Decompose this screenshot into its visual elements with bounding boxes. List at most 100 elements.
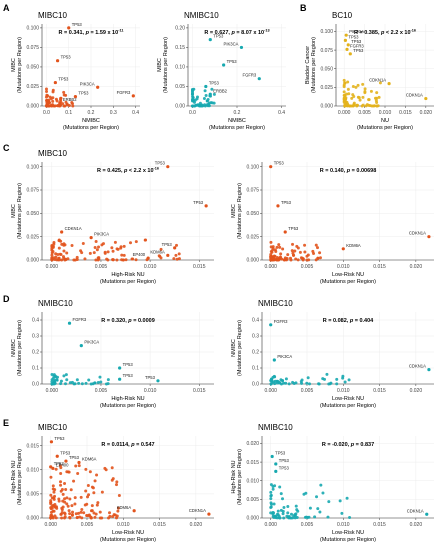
data-point <box>134 240 138 244</box>
data-point <box>116 506 120 510</box>
data-point <box>77 511 81 515</box>
data-point <box>204 93 208 97</box>
data-point <box>49 502 53 506</box>
point-label: PIK3CA <box>94 232 109 237</box>
data-point <box>74 464 78 468</box>
x-tick-label: 0.4 <box>132 110 139 116</box>
data-point <box>59 483 63 487</box>
data-point <box>50 258 54 262</box>
data-point <box>343 81 347 85</box>
y-axis-label-units: (Mutations per Region) <box>17 449 23 505</box>
y-tick-label: 0.100 <box>26 164 39 170</box>
y-tick-label: 0.020 <box>246 441 259 447</box>
point-label: TP53 <box>193 200 204 205</box>
point-label: TP53 <box>145 375 156 380</box>
x-tick-label: 0.010 <box>144 264 157 270</box>
point-label: TP53 <box>61 55 72 60</box>
x-tick-label: 0.1 <box>65 110 72 116</box>
x-axis-label: Low-Risk NU <box>332 530 364 536</box>
data-point <box>373 96 377 100</box>
data-point <box>95 473 99 477</box>
data-point <box>68 497 72 501</box>
data-point <box>326 515 330 519</box>
stats-p-value: = 1.59 x 10 <box>89 30 118 36</box>
data-point <box>352 101 356 105</box>
data-point <box>70 513 74 517</box>
data-point <box>93 246 97 250</box>
x-tick-label: 0.010 <box>337 522 350 528</box>
data-point <box>103 250 107 254</box>
data-point <box>64 373 68 377</box>
point-label: TP53 <box>227 59 238 64</box>
data-point <box>51 88 55 92</box>
data-point <box>62 249 66 253</box>
stats-r-value: R = 0.627, <box>204 30 231 36</box>
data-point <box>63 497 67 501</box>
data-point <box>352 104 356 108</box>
data-point <box>63 482 67 486</box>
data-point <box>174 253 178 257</box>
data-point <box>191 95 195 99</box>
data-point <box>49 475 53 479</box>
data-point <box>73 502 77 506</box>
data-point <box>60 516 64 520</box>
data-point <box>87 493 91 497</box>
y-tick-label: 0.4 <box>32 318 39 324</box>
labeled-data-point <box>156 379 160 383</box>
labeled-data-point <box>274 462 278 466</box>
data-point <box>316 507 320 511</box>
y-tick-label: 0.0 <box>32 382 39 388</box>
chart-title: MIBC10 <box>38 149 67 158</box>
data-point <box>63 382 67 386</box>
labeled-data-point <box>207 512 211 516</box>
point-label: EP400 <box>56 462 69 467</box>
data-point <box>122 253 126 257</box>
chart-title: MIBC10 <box>38 11 67 20</box>
data-point <box>49 516 53 520</box>
y-tick-label: 0.000 <box>246 258 259 264</box>
data-point <box>129 241 133 245</box>
y-tick-label: 0.025 <box>320 85 333 91</box>
data-point <box>209 101 213 105</box>
y-axis-label: NMIBC <box>231 339 237 357</box>
data-point <box>313 515 317 519</box>
data-point <box>286 511 290 515</box>
panel-letter-e: E <box>3 418 10 428</box>
scatter-plot-a-nmibc10: 0.0 0.2 0.4 0.00 0.05 0.10 0.15 0.20 NMIBC10 NMIB… <box>157 11 286 131</box>
stats-r-value: R = 0.385, <box>354 30 381 36</box>
labeled-data-point <box>166 165 170 169</box>
data-point <box>292 514 296 518</box>
data-point <box>269 382 273 386</box>
data-point <box>62 374 66 378</box>
data-point <box>110 466 114 470</box>
x-tick-label: 0.015 <box>193 388 206 394</box>
y-axis-label-units: (Mutations per Region) <box>17 37 23 93</box>
point-label: TP53 <box>351 39 362 44</box>
x-axis-label: Low-Risk NU <box>112 530 144 536</box>
data-point <box>51 484 55 488</box>
plot-area <box>42 436 214 518</box>
data-point <box>86 484 90 488</box>
data-point <box>65 496 69 500</box>
scatter-plot-c-high-risk: 0.000 0.005 0.010 0.015 0.000 0.025 0.050 0.075… <box>11 149 214 285</box>
data-point <box>80 251 84 255</box>
data-point <box>92 491 96 495</box>
labeled-data-point <box>64 459 68 463</box>
data-point <box>110 246 114 250</box>
data-point <box>52 497 56 501</box>
y-axis-label-units: (Mutations per Region) <box>237 183 243 239</box>
x-tick-label: 0.005 <box>301 522 314 528</box>
data-point <box>294 512 298 516</box>
y-tick-label: 0.015 <box>26 443 39 449</box>
data-point <box>130 257 134 261</box>
chart-title: NMIBC10 <box>38 299 73 308</box>
point-label: TP53 <box>348 34 359 39</box>
data-point <box>175 257 179 261</box>
data-point <box>45 93 49 97</box>
data-point <box>341 376 345 380</box>
point-label: KDM6A <box>82 457 97 462</box>
x-tick-label: 0.010 <box>337 388 350 394</box>
data-point <box>356 83 360 87</box>
data-point <box>57 499 61 503</box>
data-point <box>212 101 216 105</box>
